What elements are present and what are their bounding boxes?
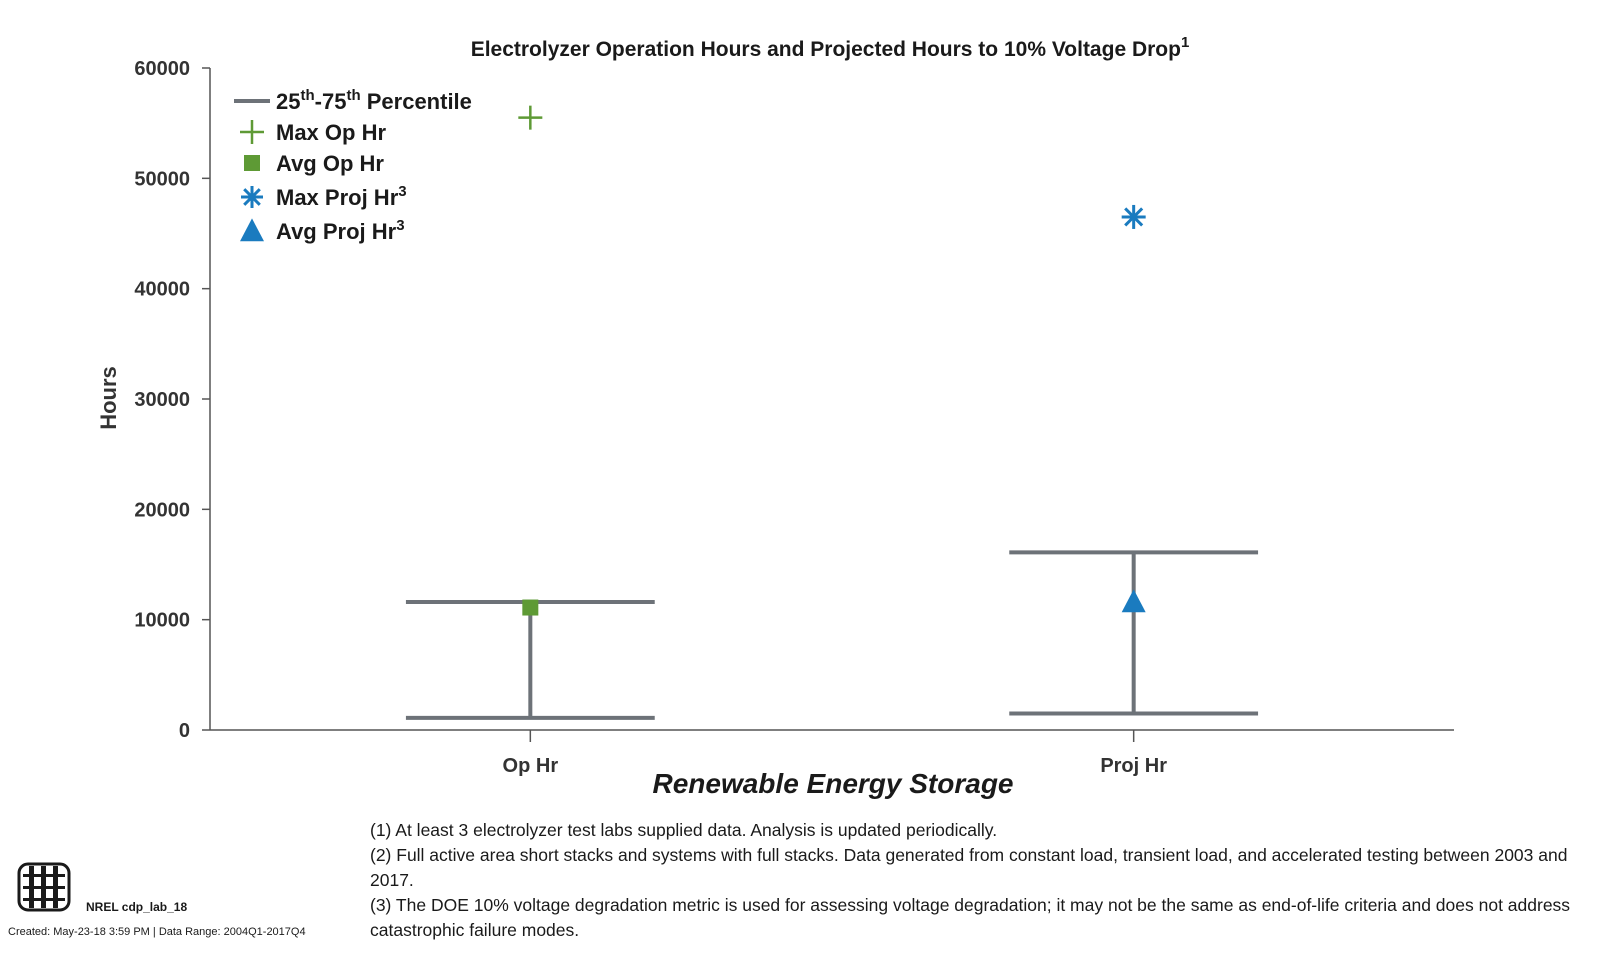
- x-axis-ticks: Op Hr Proj Hr: [503, 730, 1167, 777]
- footnote-2: (2) Full active area short stacks and sy…: [370, 845, 1568, 890]
- avg-op-hr-marker: [522, 599, 539, 616]
- logo-label: NREL cdp_lab_18: [86, 900, 188, 914]
- plot-area: [405, 105, 1259, 720]
- chart-title: Electrolyzer Operation Hours and Project…: [471, 34, 1190, 61]
- avg-proj-hr-marker: [1121, 589, 1146, 613]
- nrel-logo-icon: [17, 862, 71, 912]
- legend: 25th-75th Percentile Max Op Hr Avg Op Hr Ma…: [234, 87, 472, 244]
- y-tick-label: 50000: [134, 168, 190, 190]
- legend-label: Avg Proj Hr3: [276, 217, 405, 244]
- y-axis-ticks: 0 10000 20000 30000 40000 50000 60000: [134, 58, 210, 742]
- footnotes: (1) At least 3 electrolyzer test labs su…: [370, 818, 1595, 943]
- y-tick-label: 10000: [134, 610, 190, 632]
- legend-label: Max Proj Hr3: [276, 183, 407, 210]
- footnote-3: (3) The DOE 10% voltage degradation metr…: [370, 895, 1571, 940]
- y-tick-label: 60000: [134, 58, 190, 80]
- legend-label: Avg Op Hr: [276, 151, 384, 176]
- y-tick-label: 40000: [134, 279, 190, 301]
- max-op-hr-marker: [518, 105, 543, 130]
- legend-label: 25th-75th Percentile: [276, 87, 472, 114]
- created-info: Created: May-23-18 3:59 PM | Data Range:…: [8, 926, 306, 938]
- x-axis-title: Renewable Energy Storage: [652, 768, 1013, 799]
- footnote-1: (1) At least 3 electrolyzer test labs su…: [370, 820, 998, 840]
- y-tick-label: 20000: [134, 499, 190, 521]
- legend-triangle-icon: [240, 218, 264, 242]
- legend-square-icon: [244, 155, 260, 171]
- x-tick-label: Proj Hr: [1100, 755, 1167, 777]
- legend-label: Max Op Hr: [276, 120, 386, 145]
- y-tick-label: 30000: [134, 389, 190, 411]
- legend-asterisk-icon: [241, 186, 263, 208]
- legend-plus-icon: [240, 120, 264, 144]
- x-tick-label: Op Hr: [503, 755, 559, 777]
- y-axis-title: Hours: [96, 366, 121, 430]
- max-proj-hr-marker: [1121, 204, 1146, 229]
- y-tick-label: 0: [179, 720, 190, 742]
